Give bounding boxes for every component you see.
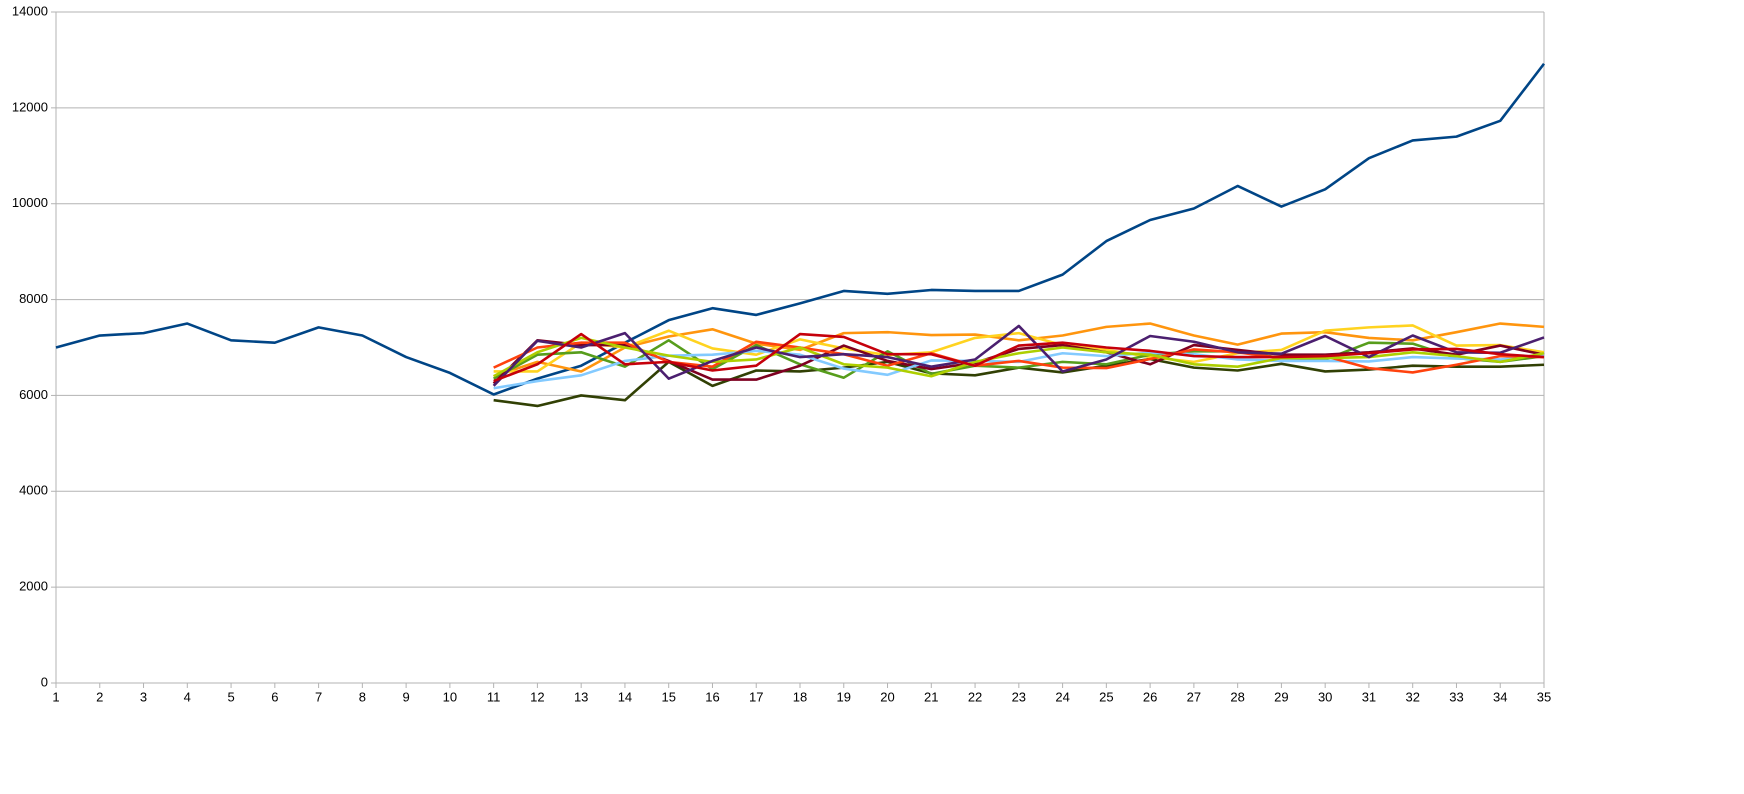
x-tick-label: 34 (1493, 689, 1507, 704)
x-tick-label: 13 (574, 689, 588, 704)
x-tick-label: 31 (1362, 689, 1376, 704)
x-tick-label: 30 (1318, 689, 1332, 704)
x-tick-label: 19 (837, 689, 851, 704)
y-tick-label: 14000 (12, 3, 48, 18)
y-tick-label: 12000 (12, 99, 48, 114)
x-tick-label: 21 (924, 689, 938, 704)
x-tick-label: 12 (530, 689, 544, 704)
x-tick-label: 33 (1449, 689, 1463, 704)
series-line (493, 324, 1545, 373)
x-tick-label: 35 (1537, 689, 1551, 704)
x-tick-label: 24 (1055, 689, 1069, 704)
x-tick-label: 6 (271, 689, 278, 704)
x-tick-label: 18 (793, 689, 807, 704)
x-tick-label: 15 (661, 689, 675, 704)
y-tick-label: 0 (41, 674, 48, 689)
x-tick-label: 5 (227, 689, 234, 704)
y-tick-label: 10000 (12, 195, 48, 210)
x-tick-label: 22 (968, 689, 982, 704)
x-tick-label: 9 (403, 689, 410, 704)
x-tick-label: 7 (315, 689, 322, 704)
x-tick-label: 20 (880, 689, 894, 704)
x-tick-label: 14 (618, 689, 632, 704)
x-tick-label: 3 (140, 689, 147, 704)
x-tick-label: 27 (1187, 689, 1201, 704)
x-tick-label: 32 (1405, 689, 1419, 704)
y-tick-label: 2000 (19, 579, 48, 594)
x-tick-label: 8 (359, 689, 366, 704)
x-tick-label: 4 (184, 689, 191, 704)
x-tick-label: 2 (96, 689, 103, 704)
x-tick-label: 29 (1274, 689, 1288, 704)
x-tick-label: 11 (487, 689, 501, 704)
x-tick-label: 25 (1099, 689, 1113, 704)
x-tick-label: 26 (1143, 689, 1157, 704)
x-tick-label: 28 (1230, 689, 1244, 704)
series-line (493, 322, 1545, 378)
series-line (493, 332, 1545, 383)
x-tick-label: 17 (749, 689, 763, 704)
series-line (55, 62, 1546, 396)
x-tick-label: 10 (443, 689, 457, 704)
x-tick-label: 1 (52, 689, 59, 704)
series-line (493, 339, 1545, 380)
y-tick-label: 8000 (19, 291, 48, 306)
x-tick-label: 16 (705, 689, 719, 704)
y-tick-label: 4000 (19, 483, 48, 498)
series-line (492, 324, 1545, 387)
x-tick-label: 23 (1012, 689, 1026, 704)
y-tick-label: 6000 (19, 387, 48, 402)
